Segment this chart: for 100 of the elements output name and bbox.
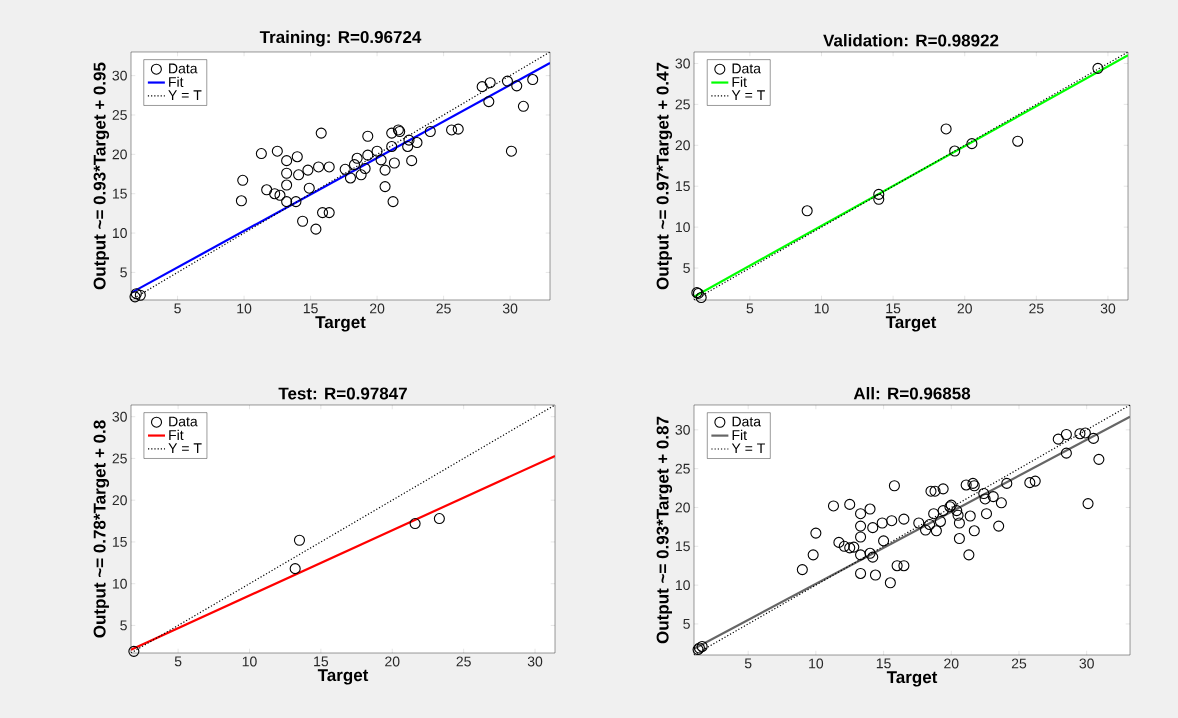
chart-title: Training: R=0.96724 (259, 30, 422, 47)
y-tick-label: 15 (112, 188, 127, 199)
point (315, 127, 327, 139)
x-tick-label: 25 (1011, 658, 1027, 669)
point (446, 124, 458, 136)
point (261, 184, 273, 196)
x-axis-title: Target (317, 669, 369, 685)
x-tick-label: 25 (436, 303, 451, 314)
point (289, 563, 301, 575)
x-tick-label: 5 (174, 656, 182, 667)
point (310, 223, 322, 235)
legend-label: Data (732, 416, 762, 427)
point (505, 145, 517, 157)
point (371, 145, 383, 157)
y-axis-title: Output ~= 0.93*Target + 0.87 (656, 416, 673, 644)
point (409, 518, 421, 530)
y-tick-label: 5 (683, 263, 690, 273)
point (302, 164, 314, 176)
x-tick-label: 10 (809, 658, 824, 669)
point (517, 100, 529, 112)
x-tick-label: 5 (746, 303, 754, 314)
y-tick-label: 10 (675, 222, 690, 233)
point (476, 81, 488, 93)
point (501, 75, 513, 87)
point (323, 207, 335, 219)
point (293, 534, 306, 546)
y-tick-label: 10 (675, 580, 690, 591)
point (281, 167, 293, 179)
point (695, 291, 707, 304)
x-tick-label: 15 (876, 658, 891, 669)
point (362, 149, 374, 161)
point (379, 181, 391, 193)
y-tick-label: 25 (675, 99, 690, 110)
point (134, 289, 146, 301)
chart-title: Validation: R=0.98922 (823, 34, 999, 47)
point (351, 152, 363, 164)
point (291, 151, 303, 163)
x-tick-label: 20 (385, 656, 400, 667)
point (303, 182, 315, 194)
legend-label: Data (169, 416, 198, 427)
point (949, 145, 961, 157)
x-tick-label: 10 (237, 303, 252, 314)
x-tick-label: 30 (1100, 303, 1116, 314)
point (388, 157, 400, 169)
x-tick-label: 10 (242, 656, 257, 667)
x-tick-label: 30 (502, 303, 518, 314)
x-tick-label: 30 (527, 656, 543, 667)
y-tick-label: 5 (120, 267, 127, 278)
y-tick-label: 10 (112, 578, 127, 589)
x-tick-label: 15 (886, 303, 901, 314)
point (293, 169, 305, 181)
point (1012, 135, 1024, 147)
point (386, 140, 398, 153)
y-tick-label: 20 (675, 140, 690, 151)
point (355, 169, 367, 181)
point (483, 96, 495, 108)
x-tick-label: 15 (314, 656, 329, 667)
point (297, 215, 309, 227)
point (290, 196, 302, 208)
point (348, 159, 361, 171)
y-tick-label: 30 (112, 411, 127, 422)
point (313, 161, 325, 173)
point (128, 645, 140, 657)
point (281, 155, 293, 167)
point (433, 513, 445, 525)
point (873, 188, 885, 200)
legend-label: Data (169, 63, 198, 74)
point (940, 123, 952, 135)
point (274, 189, 286, 201)
x-tick-label: 25 (1029, 303, 1044, 314)
x-tick-label: 5 (174, 303, 181, 314)
y-tick-label: 20 (112, 495, 127, 506)
point (269, 188, 281, 200)
point (424, 125, 436, 138)
legend-label: Fit (169, 76, 184, 87)
point (801, 205, 813, 217)
legend-label: Data (732, 63, 761, 74)
x-tick-label: 25 (456, 656, 471, 667)
y-tick-label: 30 (675, 58, 690, 69)
point (411, 136, 423, 149)
point (339, 163, 351, 175)
point (281, 179, 293, 191)
y-tick-label: 30 (112, 70, 127, 81)
x-tick-label: 5 (744, 658, 752, 669)
chart-title: All: R=0.96858 (853, 387, 971, 400)
point (387, 196, 399, 208)
point (873, 193, 885, 205)
x-tick-label: 20 (944, 658, 959, 669)
point (255, 148, 267, 160)
legend-label: Y = T (168, 90, 202, 100)
y-axis-title: Output ~= 0.78*Target + 0.8 (93, 420, 110, 638)
point (966, 138, 978, 150)
point (362, 130, 374, 142)
y-tick-label: 5 (683, 619, 690, 629)
point (359, 162, 371, 175)
point (1092, 62, 1104, 74)
point (323, 161, 335, 173)
x-tick-label: 20 (957, 303, 972, 314)
point (403, 134, 415, 146)
y-tick-label: 20 (112, 149, 127, 160)
